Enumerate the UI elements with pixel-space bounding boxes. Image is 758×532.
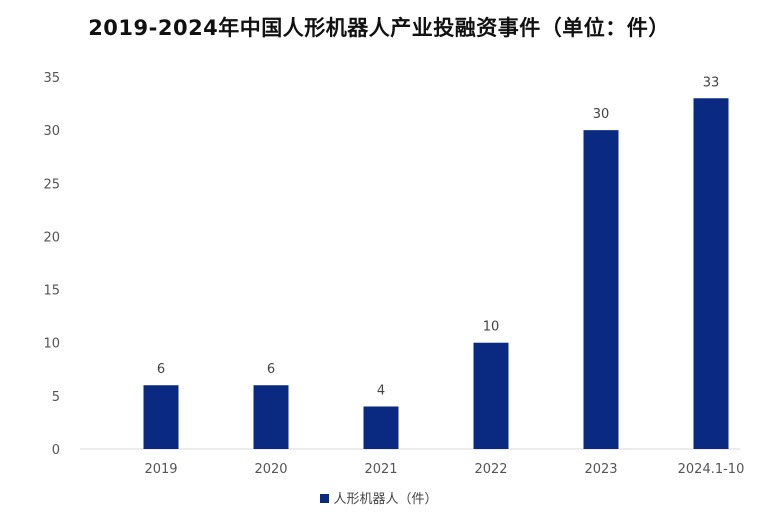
- legend: 人形机器人（件）: [0, 488, 758, 507]
- x-tick-label: 2024.1-10: [678, 462, 745, 477]
- x-tick-label: 2019: [144, 462, 177, 477]
- y-tick-label: 5: [52, 390, 60, 405]
- bar: [143, 385, 179, 449]
- bar: [583, 130, 619, 449]
- legend-label: 人形机器人（件）: [333, 492, 438, 507]
- x-axis: 2019 2020 2021 2022 2023 2024.1-10: [144, 462, 744, 477]
- x-tick-label: 2023: [584, 462, 617, 477]
- bar-value-label: 4: [377, 383, 385, 398]
- x-tick-label: 2021: [364, 462, 397, 477]
- x-tick-label: 2020: [254, 462, 287, 477]
- bar: [693, 98, 729, 449]
- y-tick-label: 20: [43, 230, 60, 245]
- bar: [363, 406, 399, 449]
- y-tick-label: 30: [43, 124, 60, 139]
- bar-value-label: 33: [703, 75, 720, 90]
- data-labels-group: 6 6 4 10 30 33: [157, 75, 719, 398]
- y-tick-label: 25: [43, 177, 60, 192]
- y-tick-label: 10: [43, 337, 60, 352]
- y-tick-label: 35: [43, 71, 60, 86]
- chart-title: 2019-2024年中国人形机器人产业投融资事件（单位：件）: [88, 16, 670, 40]
- bar-value-label: 10: [483, 320, 500, 335]
- y-tick-label: 0: [52, 443, 60, 458]
- y-axis: 0 5 10 15 20 25 30 35: [43, 71, 60, 458]
- bar: [473, 342, 509, 449]
- bar-value-label: 6: [267, 362, 275, 377]
- bars-group: [143, 98, 729, 449]
- bar: [253, 385, 289, 449]
- x-tick-label: 2022: [474, 462, 507, 477]
- bar-value-label: 30: [593, 107, 610, 122]
- bar-value-label: 6: [157, 362, 165, 377]
- legend-swatch: [320, 494, 330, 503]
- y-tick-label: 15: [43, 284, 60, 299]
